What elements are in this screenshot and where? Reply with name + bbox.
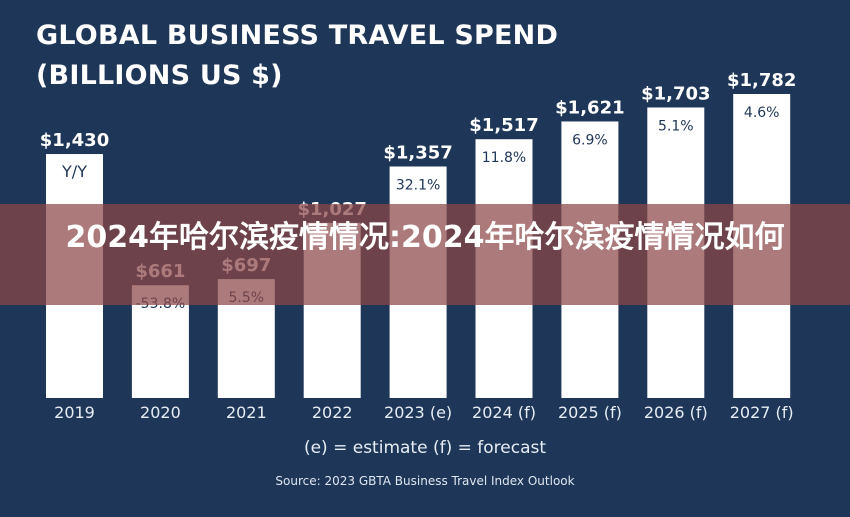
category-label-0: 2019: [54, 403, 95, 422]
yoy-label-8: 4.6%: [744, 105, 780, 121]
category-label-2: 2021: [226, 403, 267, 422]
overlay-banner: [0, 204, 850, 305]
value-label-4: $1,357: [383, 143, 452, 164]
chart-title-line2: (BILLIONS US $): [36, 60, 283, 91]
category-label-1: 2020: [140, 403, 181, 422]
category-label-6: 2025 (f): [558, 403, 622, 422]
yoy-label-5: 11.8%: [482, 150, 526, 166]
source-note: Source: 2023 GBTA Business Travel Index …: [275, 474, 575, 488]
category-label-5: 2024 (f): [472, 403, 536, 422]
category-label-4: 2023 (e): [384, 403, 452, 422]
yoy-label-4: 32.1%: [396, 178, 440, 194]
chart-title-line1: GLOBAL BUSINESS TRAVEL SPEND: [36, 20, 559, 51]
value-label-5: $1,517: [469, 115, 538, 136]
category-label-3: 2022: [312, 403, 353, 422]
value-label-8: $1,782: [727, 70, 796, 91]
category-label-8: 2027 (f): [730, 403, 794, 422]
category-label-7: 2026 (f): [644, 403, 708, 422]
value-label-0: $1,430: [40, 130, 109, 151]
yoy-label-6: 6.9%: [572, 132, 608, 148]
yoy-label-7: 5.1%: [658, 118, 694, 134]
value-label-6: $1,621: [555, 97, 624, 118]
value-label-7: $1,703: [641, 83, 710, 104]
yoy-label-0: Y/Y: [61, 162, 87, 181]
overlay-banner-text: 2024年哈尔滨疫情情况:2024年哈尔滨疫情情况如何: [65, 220, 785, 255]
legend-note: (e) = estimate (f) = forecast: [303, 438, 547, 458]
